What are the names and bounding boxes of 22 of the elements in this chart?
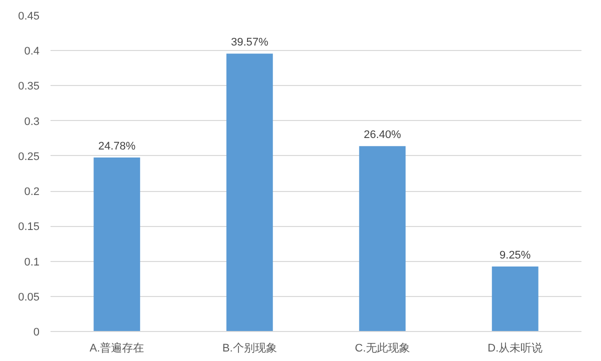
- y-tick-label: 0.15: [18, 221, 40, 234]
- y-tick-label: 0.45: [18, 10, 40, 22]
- data-label: 26.40%: [364, 129, 402, 142]
- y-tick-label: 0.25: [18, 150, 40, 163]
- x-tick-label: A.普遍存在: [90, 342, 144, 354]
- y-tick-label: 0.05: [18, 291, 40, 304]
- x-tick-label: D.从未听说: [488, 342, 543, 354]
- data-label: 24.78%: [98, 140, 136, 152]
- bar: [226, 54, 273, 332]
- data-label: 9.25%: [500, 250, 531, 262]
- y-tick-label: 0.4: [24, 46, 40, 58]
- x-tick-label: B.个别现象: [222, 342, 277, 354]
- data-label: 39.57%: [230, 36, 268, 49]
- y-tick-label: 0.1: [24, 256, 40, 268]
- y-tick-label: 0.35: [18, 80, 40, 93]
- y-tick-label: 0: [33, 326, 40, 338]
- x-tick-label: C.无此现象: [354, 342, 410, 354]
- bar: [359, 146, 406, 332]
- y-tick-label: 0.3: [24, 116, 40, 128]
- y-tick-label: 0.2: [24, 186, 40, 198]
- bar: [492, 266, 538, 332]
- bar: [94, 157, 140, 332]
